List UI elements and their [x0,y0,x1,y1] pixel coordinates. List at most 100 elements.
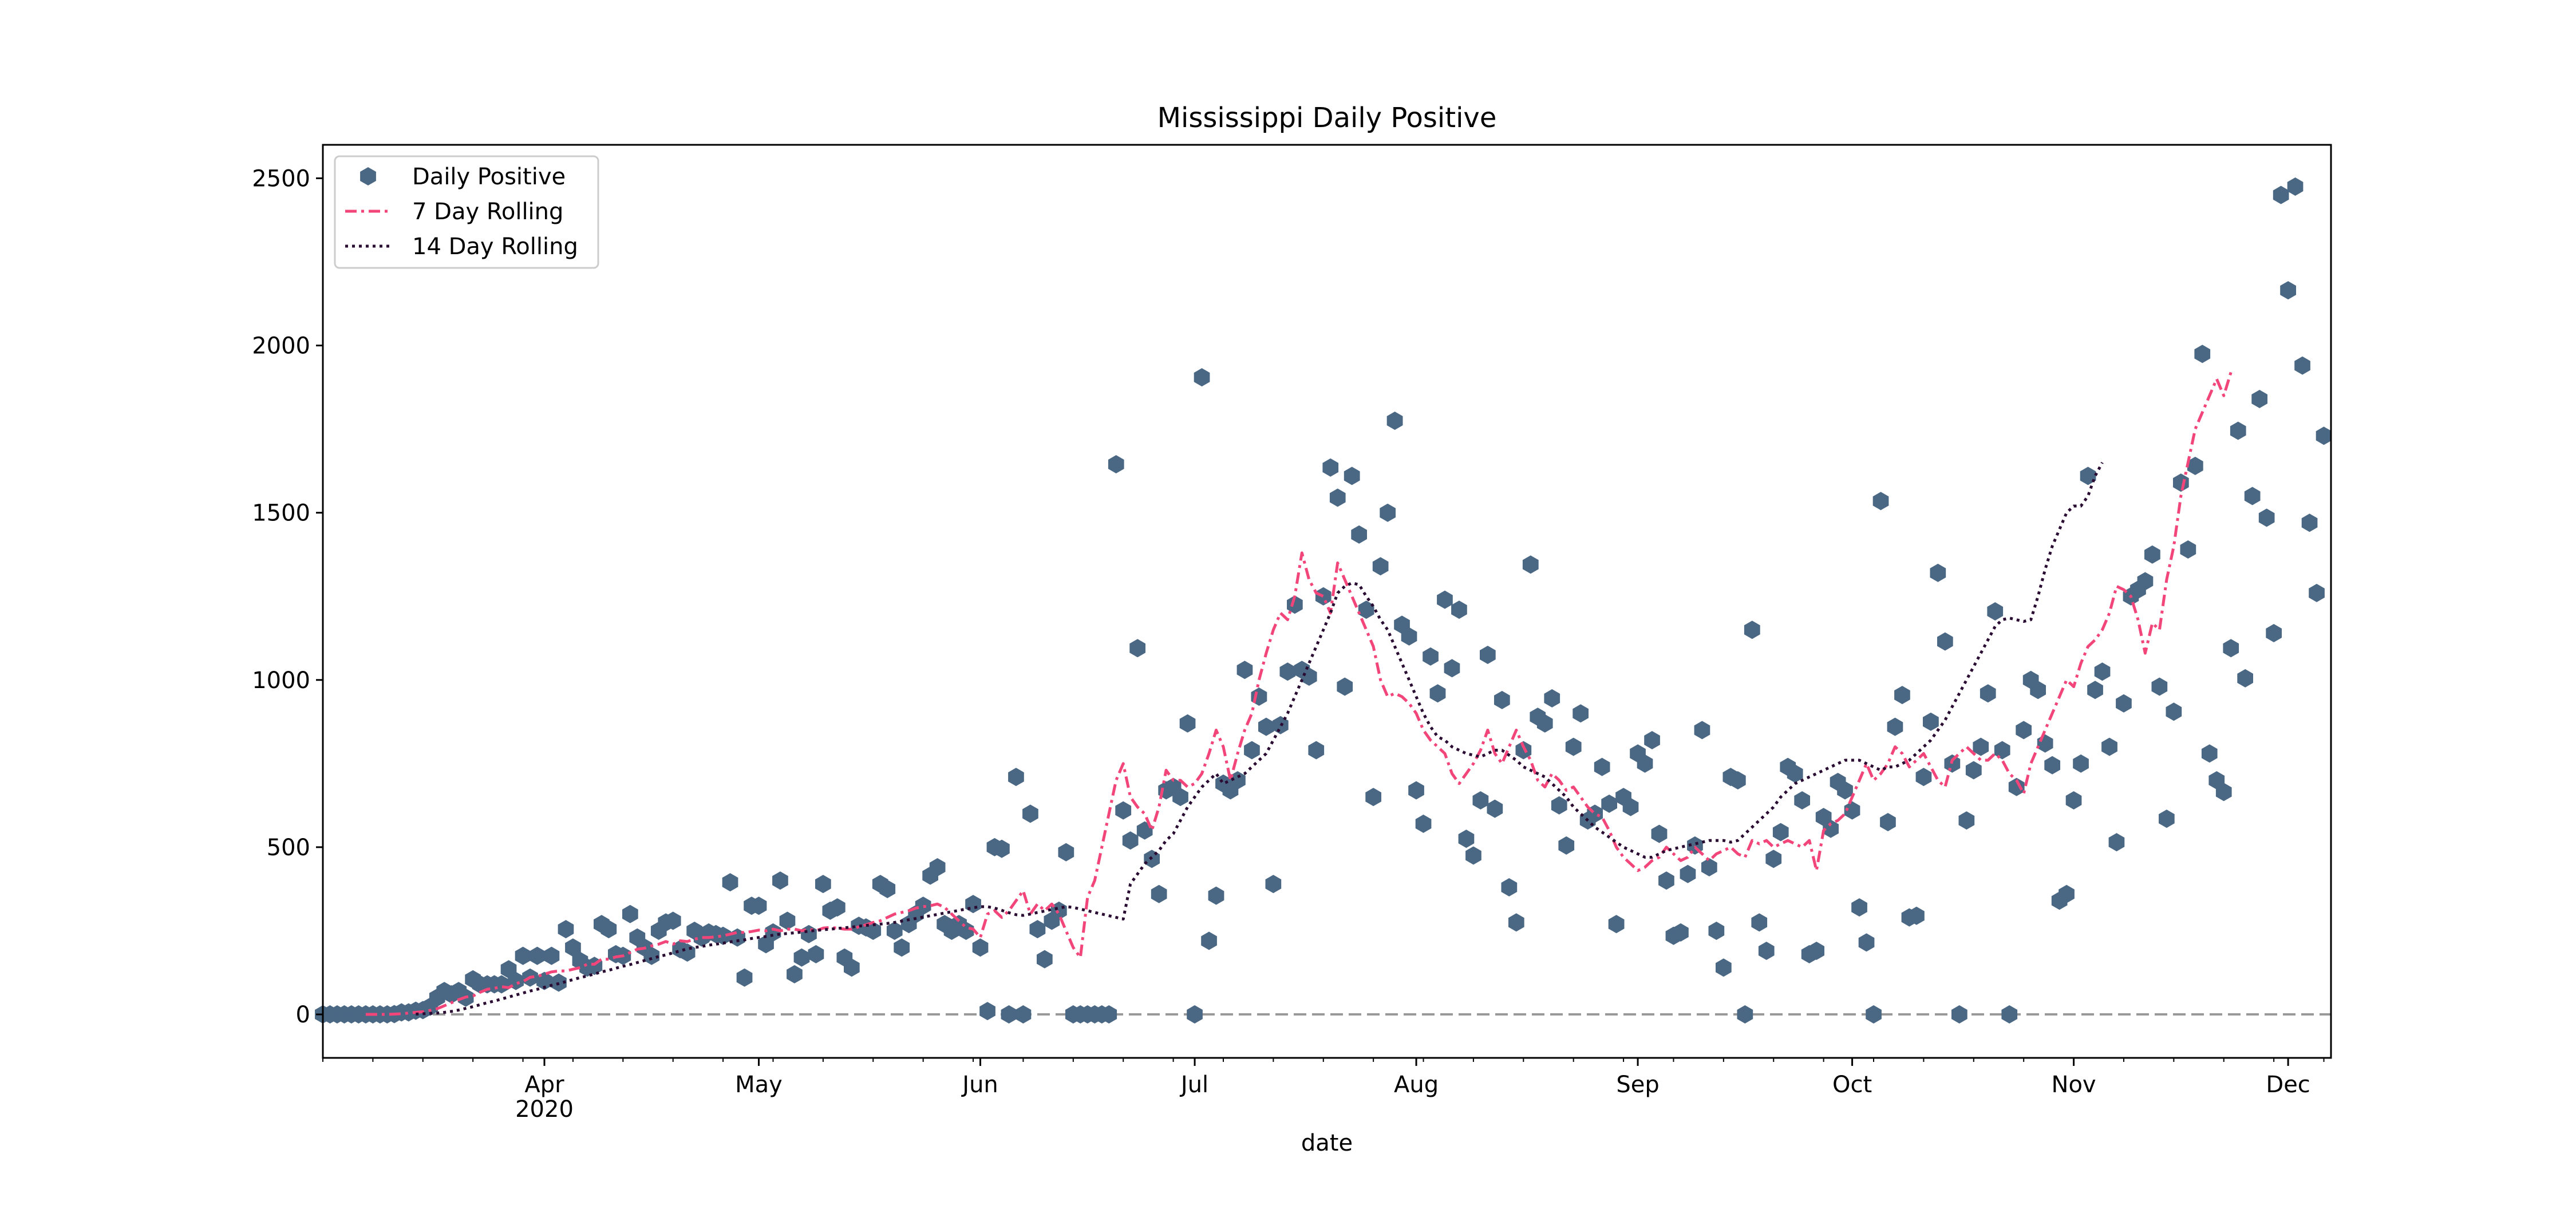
daily-positive-point [1458,829,1475,848]
daily-positive-point [2215,783,2232,801]
daily-positive-point [1558,836,1575,855]
daily-positive-point [1958,811,1975,830]
legend-frame [334,155,599,269]
daily-positive-point [1380,503,1396,522]
daily-positive-point [1694,721,1710,740]
daily-positive-point [1423,647,1439,666]
daily-positive-point [958,922,974,940]
daily-positive-point [2016,721,2032,740]
daily-positive-point [736,968,753,987]
daily-positive-point [1465,846,1481,865]
daily-positive-point [2101,737,2117,756]
daily-positive-point [1358,600,1374,619]
daily-positive-point [1308,741,1325,760]
daily-positive-point [2237,669,2253,688]
daily-positive-point [665,911,681,930]
daily-positive-point [2159,809,2175,828]
daily-positive-point [1279,662,1296,681]
daily-positive-point [1494,690,1510,709]
daily-positive-point [1951,1005,1967,1024]
daily-positive-point [1429,684,1446,703]
plot-area [315,177,2332,1024]
daily-positive-point [829,898,846,917]
daily-positive-point [1101,1005,1117,1024]
daily-positive-point [1372,557,1389,576]
daily-positive-point [1444,659,1460,678]
chart-title: Mississippi Daily Positive [1157,102,1497,134]
y-tick-label: 1000 [252,667,310,694]
daily-positive-point [1573,704,1589,723]
daily-positive-point [779,911,796,930]
daily-positive-point [2030,681,2046,700]
daily-positive-point [2059,884,2075,903]
daily-positive-point [1480,646,1496,664]
daily-positive-point [1708,922,1725,940]
daily-positive-point [844,958,860,977]
daily-positive-point [2251,390,2267,408]
y-tick-label: 2000 [252,333,310,359]
daily-positive-point [1844,801,1860,820]
daily-positive-point [879,880,896,898]
daily-positive-point [929,858,946,876]
daily-positive-point [2108,833,2125,852]
daily-positive-point [1651,824,1668,843]
daily-positive-point [1287,595,1303,614]
y-tick-label: 500 [267,835,310,861]
daily-positive-point [1151,884,1167,903]
daily-positive-point [1808,942,1824,960]
daily-positive-point [1772,823,1789,841]
daily-positive-point [1909,906,1925,925]
daily-positive-point [1301,667,1317,686]
daily-positive-point [1930,563,1946,582]
daily-positive-point [1765,850,1782,868]
daily-positive-point [2316,426,2332,445]
daily-positive-point [1408,781,1424,800]
daily-positive-point [1837,781,1853,800]
daily-positive-point [1994,741,2010,760]
daily-positive-point [2087,681,2103,700]
daily-positive-point [1673,923,1689,942]
daily-positive-point [994,839,1010,858]
legend-marker-daily-positive [360,167,376,185]
daily-positive-point [2044,756,2060,775]
daily-positive-point [1758,942,1775,960]
daily-positive-point [2137,572,2154,591]
daily-positive-point [1737,1005,1753,1024]
daily-positive-point [2230,421,2246,440]
daily-positive-point [2166,702,2182,721]
daily-positive-point [1015,1005,1032,1024]
daily-positive-point [1022,804,1038,823]
daily-positive-point [787,965,803,983]
y-tick-label: 1500 [252,500,310,527]
daily-positive-point [894,938,910,957]
daily-positive-point [2080,467,2096,485]
daily-positive-point [1744,621,1760,639]
x-tick-label: May [735,1072,783,1098]
daily-positive-point [2187,456,2203,475]
daily-positive-point [2094,662,2111,681]
daily-positive-point [1880,813,1896,832]
daily-positive-point [1001,1005,1017,1024]
daily-positive-point [1594,757,1610,776]
daily-positive-point [1551,796,1567,815]
daily-positive-point [1501,878,1518,896]
daily-positive-point [1680,864,1696,883]
series-line-7-day-rolling [365,372,2233,1016]
daily-positive-point [1851,898,1867,917]
daily-positive-point [1601,795,1617,813]
daily-positive-point [1965,761,1982,780]
x-axis-label: date [1301,1130,1353,1156]
daily-positive-point [965,895,981,914]
daily-positive-point [1536,714,1553,733]
daily-positive-point [2309,583,2325,602]
daily-positive-point [1315,587,1332,606]
daily-positive-point [1201,931,1217,950]
daily-positive-point [1987,602,2004,621]
daily-positive-point [1794,791,1810,810]
x-tick-label: Apr [524,1072,564,1098]
daily-positive-point [2037,734,2053,753]
daily-positive-point [1658,871,1674,890]
x-tick-label: Jul [1179,1072,1208,1098]
daily-positive-point [2151,677,2168,696]
